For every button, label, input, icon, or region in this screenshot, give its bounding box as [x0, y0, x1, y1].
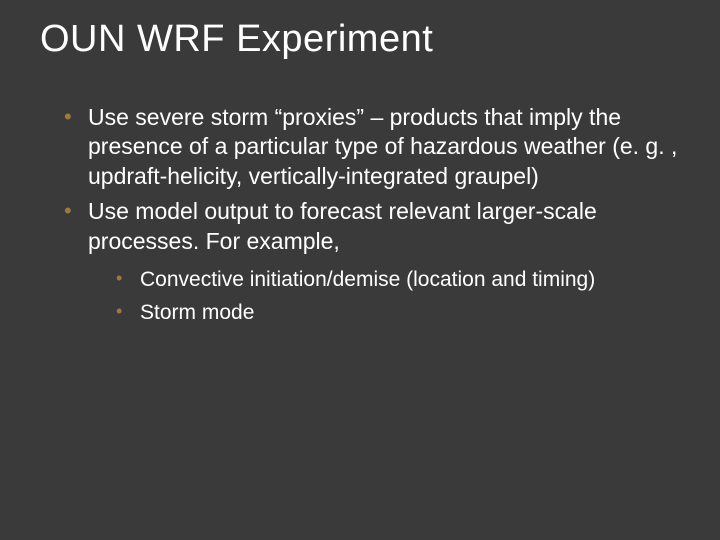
bullet-item: Use model output to forecast relevant la…: [64, 197, 680, 327]
bullet-item: Use severe storm “proxies” – products th…: [64, 103, 680, 191]
slide: OUN WRF Experiment Use severe storm “pro…: [0, 0, 720, 540]
sub-bullet-item: Storm mode: [116, 299, 680, 327]
bullet-text: Use severe storm “proxies” – products th…: [88, 104, 677, 189]
bullet-text: Use model output to forecast relevant la…: [88, 198, 597, 253]
bullet-list: Use severe storm “proxies” – products th…: [40, 103, 680, 327]
slide-title: OUN WRF Experiment: [40, 18, 680, 61]
sub-bullet-list: Convective initiation/demise (location a…: [88, 266, 680, 327]
sub-bullet-item: Convective initiation/demise (location a…: [116, 266, 680, 294]
sub-bullet-text: Convective initiation/demise (location a…: [140, 268, 595, 291]
sub-bullet-text: Storm mode: [140, 301, 254, 324]
